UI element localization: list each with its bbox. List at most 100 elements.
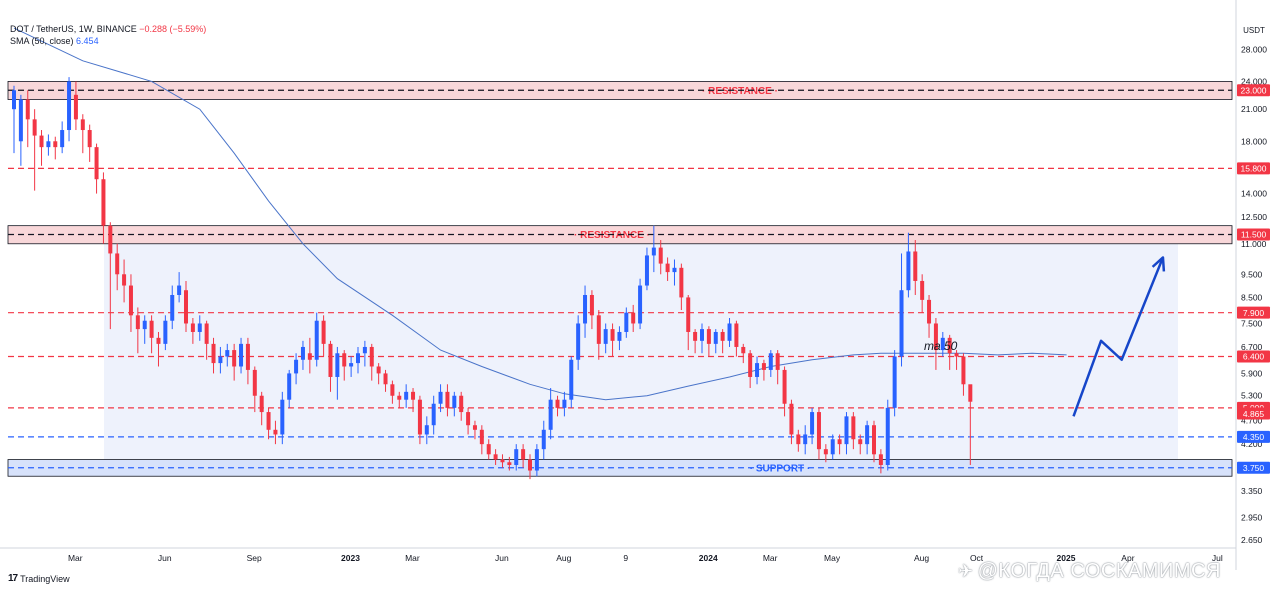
candle-body bbox=[60, 130, 65, 148]
level-tag-15.800-text: 15.800 bbox=[1241, 164, 1267, 174]
candle-body bbox=[700, 329, 704, 341]
candle bbox=[741, 343, 746, 364]
candle-body bbox=[438, 391, 443, 404]
candle-body bbox=[349, 363, 354, 367]
candle-body bbox=[913, 251, 918, 281]
candle bbox=[576, 315, 581, 370]
y-tick-label: 21.000 bbox=[1241, 104, 1267, 114]
candle bbox=[596, 310, 601, 360]
candle-body bbox=[122, 274, 127, 286]
candle bbox=[211, 337, 216, 374]
candle bbox=[452, 391, 457, 417]
candle bbox=[933, 318, 938, 370]
candle bbox=[73, 81, 78, 131]
candle bbox=[335, 346, 340, 400]
candle bbox=[390, 380, 395, 404]
candle bbox=[342, 350, 347, 381]
candle bbox=[411, 388, 416, 413]
candle bbox=[417, 395, 422, 445]
candle bbox=[528, 454, 532, 480]
indicator-label: SMA (50, close) bbox=[10, 36, 74, 46]
candle-body bbox=[748, 353, 753, 377]
watermark-text: @КОГДА СОСКАМИМСЯ bbox=[977, 560, 1221, 582]
candle-body bbox=[665, 263, 670, 273]
candle bbox=[122, 259, 127, 303]
candle bbox=[672, 259, 677, 286]
candle-body bbox=[211, 343, 216, 364]
y-tick-label: 3.350 bbox=[1241, 486, 1263, 496]
candle-body bbox=[644, 255, 649, 286]
candle bbox=[851, 412, 856, 450]
candle bbox=[493, 449, 498, 465]
candle-body bbox=[638, 285, 643, 324]
candle bbox=[12, 85, 16, 154]
tradingview-logo[interactable]: 17 TradingView bbox=[8, 573, 70, 584]
candle bbox=[170, 285, 175, 330]
tradingview-icon: 17 bbox=[8, 573, 18, 584]
x-tick-label: 2025 bbox=[1057, 553, 1076, 563]
level-tag-6.400-bg bbox=[1237, 350, 1270, 363]
candle-body bbox=[87, 130, 92, 148]
candle bbox=[514, 444, 519, 471]
candle bbox=[314, 312, 319, 367]
level-tag-15.800: 15.800 bbox=[1237, 162, 1270, 175]
y-tick-label: 6.700 bbox=[1241, 342, 1263, 352]
projection-path bbox=[1072, 256, 1165, 417]
candle bbox=[184, 280, 188, 332]
candle bbox=[190, 318, 195, 344]
candle-body bbox=[541, 429, 546, 450]
candle-body bbox=[589, 294, 594, 316]
candle bbox=[280, 391, 285, 445]
projection-arrowhead bbox=[1151, 256, 1166, 272]
candle-body bbox=[32, 119, 37, 136]
candle-body bbox=[273, 429, 278, 435]
candle-body bbox=[190, 323, 195, 332]
candle bbox=[844, 412, 849, 455]
candle bbox=[968, 384, 973, 465]
candle-body bbox=[927, 299, 932, 324]
candle-body bbox=[596, 315, 601, 344]
candle bbox=[899, 253, 904, 367]
candle-body bbox=[968, 384, 973, 402]
candle bbox=[94, 143, 99, 194]
candle bbox=[135, 307, 140, 354]
candle bbox=[603, 323, 608, 354]
candle bbox=[218, 346, 223, 374]
y-tick-label: 11.000 bbox=[1241, 239, 1267, 249]
candle bbox=[720, 329, 725, 354]
candle bbox=[287, 369, 292, 408]
candle bbox=[149, 315, 154, 354]
candle-body bbox=[135, 315, 140, 330]
candle bbox=[486, 439, 491, 460]
candle-body bbox=[858, 439, 863, 445]
candle-body bbox=[507, 462, 512, 465]
candle-body bbox=[156, 337, 161, 344]
level-tag-4.350-text: 4.350 bbox=[1243, 432, 1265, 442]
symbol-label: DOT / TetherUS, 1W, BINANCE bbox=[10, 24, 137, 34]
candle-body bbox=[624, 312, 629, 332]
candle bbox=[589, 290, 594, 330]
candle-body bbox=[816, 412, 821, 450]
candle-body bbox=[885, 407, 890, 465]
x-tick-label: Jul bbox=[1212, 553, 1223, 563]
candle-body bbox=[12, 90, 16, 110]
candle bbox=[39, 130, 44, 166]
ma-50-annotation: ma 50 bbox=[924, 339, 958, 353]
candle-body bbox=[576, 323, 581, 360]
candle-body bbox=[115, 253, 120, 275]
candle bbox=[500, 454, 505, 468]
candle-body bbox=[940, 337, 945, 351]
candle-body bbox=[679, 267, 684, 298]
candle-body bbox=[225, 350, 230, 357]
candle bbox=[163, 315, 168, 351]
candle-body bbox=[94, 147, 99, 180]
y-tick-label: 7.500 bbox=[1241, 318, 1263, 328]
candle bbox=[761, 359, 766, 381]
candle bbox=[438, 384, 443, 413]
indicator-legend[interactable]: SMA (50, close) 6.454 bbox=[10, 36, 99, 46]
candle bbox=[177, 272, 182, 303]
candle-body bbox=[328, 343, 333, 377]
y-tick-label: 4.700 bbox=[1241, 416, 1263, 426]
candle bbox=[658, 240, 663, 275]
